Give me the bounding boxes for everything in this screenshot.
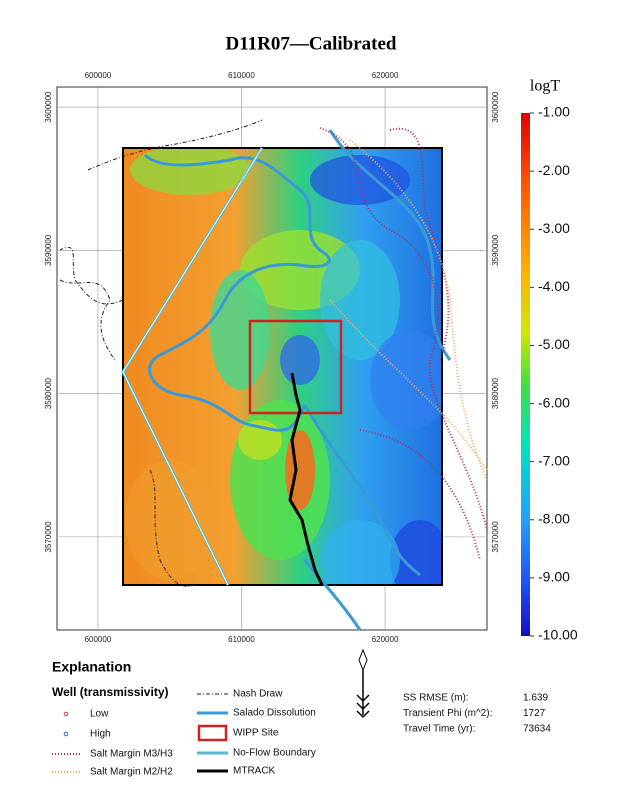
legend-label: Nash Draw (233, 689, 283, 700)
stat-label: Travel Time (yr): (403, 724, 475, 735)
legend-label: Salt Margin M3/H3 (90, 749, 173, 760)
legend-label: Low (90, 709, 109, 720)
colorbar-label: -10.00 (538, 627, 578, 643)
y-tick-label: 3580000 (44, 377, 53, 409)
legend-label: WIPP Site (233, 728, 279, 739)
y-tick-label: 3590000 (44, 234, 53, 266)
stat-value: 1727 (523, 708, 546, 719)
x-tick-label: 600000 (85, 635, 112, 644)
title: D11R07—Calibrated (226, 33, 397, 54)
x-tick-label: 620000 (372, 71, 399, 80)
colorbar-title: logT (530, 78, 560, 95)
mtrack (288, 372, 324, 586)
salt-margin-m3 (319, 127, 488, 561)
x-tick-label: 620000 (372, 635, 399, 644)
stat-label: Transient Phi (m^2): (403, 708, 492, 719)
legend-label: MTRACK (233, 766, 276, 777)
colorbar-label: -3.00 (538, 220, 570, 236)
x-tick-label: 600000 (85, 71, 112, 80)
colorbar-label: -9.00 (538, 569, 570, 585)
wipp-site (248, 319, 343, 415)
x-tick-label: 610000 (228, 71, 255, 80)
y-tick-label: 3600000 (44, 91, 53, 123)
y-tick-label: 3600000 (491, 91, 500, 123)
legend-label: Salt Margin M2/H2 (90, 767, 173, 778)
colorbar-label: -4.00 (538, 278, 570, 294)
legend-label: Salado Dissolution (233, 708, 316, 719)
stat-value: 1.639 (523, 693, 548, 704)
colorbar-label: -6.00 (538, 394, 570, 410)
salado-dissolution (143, 129, 452, 631)
legend-symbol (63, 731, 69, 737)
stat-label: SS RMSE (m): (403, 693, 469, 704)
model-domain (122, 147, 443, 586)
legend-heading: Well (transmissivity) (52, 685, 168, 699)
no-flow-boundary-inner (122, 147, 263, 586)
north-arrow (356, 648, 370, 719)
y-tick-label: 3590000 (491, 234, 500, 266)
colorbar-label: -5.00 (538, 336, 570, 352)
colorbar (521, 113, 530, 636)
stat-value: 73634 (523, 724, 551, 735)
legend-label: No-Flow Boundary (233, 748, 316, 759)
colorbar-label: -7.00 (538, 452, 570, 468)
legend-title: Explanation (52, 659, 131, 675)
legend-symbol (197, 724, 228, 742)
y-tick-label: 3570000 (491, 521, 500, 553)
colorbar-label: -2.00 (538, 162, 570, 178)
legend-symbol (63, 711, 69, 717)
y-tick-label: 3580000 (491, 377, 500, 409)
salt-margin-m2 (329, 139, 488, 481)
colorbar-label: -1.00 (538, 104, 570, 120)
transmissivity-field (123, 148, 442, 585)
y-tick-label: 3570000 (44, 521, 53, 553)
legend-label: High (90, 729, 111, 740)
colorbar-label: -8.00 (538, 510, 570, 526)
x-tick-label: 610000 (228, 635, 255, 644)
